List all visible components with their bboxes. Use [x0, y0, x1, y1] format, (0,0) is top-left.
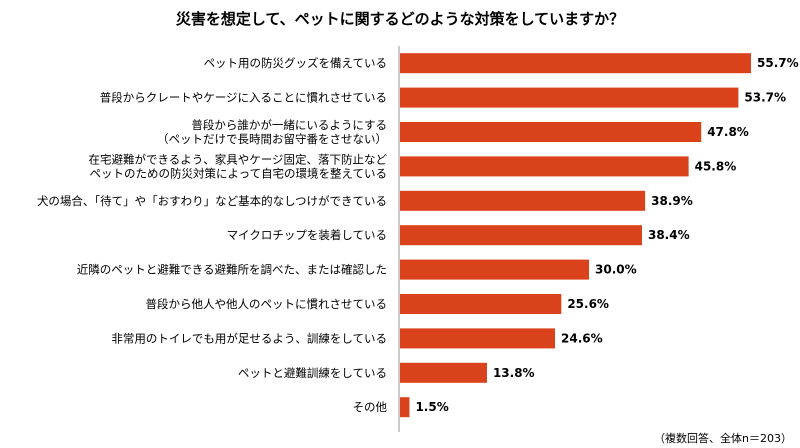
bars-layer: 55.7% ペット用の防災グッズを備えている 53.7% 普段からクレートやケージに入… [37, 53, 799, 418]
bar [400, 122, 702, 142]
bar [400, 259, 590, 280]
data-label: 55.7% [757, 56, 799, 70]
category-label: その他 [353, 400, 388, 414]
category-label: 非常用のトイレでも用が足せるよう、訓練をしている [111, 331, 387, 345]
data-label: 53.7% [744, 91, 786, 105]
data-label: 30.0% [595, 263, 637, 277]
bar [400, 328, 556, 349]
category-label: 近隣のペットと避難できる避難所を調べた、または確認した [77, 263, 387, 277]
data-label: 13.8% [493, 366, 535, 380]
category-label: 在宅避難ができるよう、家具やケージ固定、落下防止などペットのための防災対策によっ… [88, 152, 387, 180]
data-label: 45.8% [695, 159, 737, 173]
bar [400, 87, 739, 108]
category-label: 普段から他人や他人のペットに慣れさせている [146, 297, 388, 311]
bar [400, 362, 487, 383]
data-label: 38.4% [648, 228, 690, 242]
bar [400, 294, 562, 314]
category-label: 犬の場合、「待て」や「おすわり」など基本的なしつけができている [37, 194, 387, 208]
category-label: ペットと避難訓練をしている [238, 366, 387, 380]
category-label: ペット用の防災グッズを備えている [204, 56, 387, 70]
sample-note: （複数回答、全体n＝203） [654, 431, 792, 445]
chart-title: 災害を想定して、ペットに関するどのような対策をしていますか？ [176, 10, 624, 28]
data-label: 38.9% [651, 194, 693, 208]
bar [400, 397, 410, 418]
data-label: 25.6% [567, 297, 609, 311]
bar [400, 156, 689, 177]
category-label: 普段から誰かが一緒にいるようにする（ペットだけで長時間お留守番をさせない） [157, 118, 387, 146]
data-label: 24.6% [561, 331, 603, 345]
category-label: マイクロチップを装着している [227, 228, 387, 242]
bar [400, 53, 751, 74]
bar [400, 190, 646, 211]
data-label: 47.8% [707, 125, 749, 139]
data-label: 1.5% [415, 400, 448, 414]
category-label: 普段からクレートやケージに入ることに慣れさせている [100, 91, 387, 105]
bar [400, 225, 642, 246]
